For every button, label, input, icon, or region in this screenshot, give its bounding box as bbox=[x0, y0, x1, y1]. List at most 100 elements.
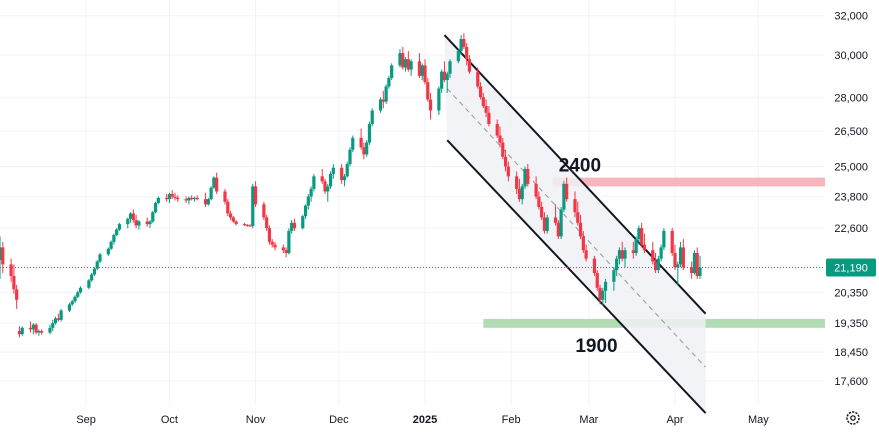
candle bbox=[292, 218, 297, 231]
candle bbox=[440, 69, 444, 93]
candle bbox=[312, 173, 316, 192]
candle bbox=[206, 197, 210, 206]
candle bbox=[398, 49, 402, 68]
candle bbox=[28, 321, 33, 333]
candle bbox=[481, 92, 485, 109]
y-tick-label: 28,000 bbox=[834, 92, 868, 104]
candle bbox=[556, 220, 560, 240]
candle bbox=[309, 186, 313, 202]
candle bbox=[215, 172, 219, 195]
candle bbox=[301, 214, 305, 230]
candle bbox=[242, 222, 247, 227]
candle bbox=[37, 329, 41, 336]
candle bbox=[484, 99, 488, 118]
candle bbox=[53, 316, 58, 325]
x-tick-label: Apr bbox=[666, 414, 683, 426]
candle bbox=[651, 241, 655, 265]
candle bbox=[73, 295, 77, 303]
candle bbox=[92, 267, 97, 276]
candle bbox=[331, 164, 335, 179]
candle bbox=[126, 217, 130, 229]
candle bbox=[1, 241, 5, 274]
candle bbox=[362, 142, 366, 160]
x-axis: Sep Oct Nov Dec 2025 Feb Mar Apr May bbox=[76, 414, 769, 426]
candle bbox=[173, 192, 177, 201]
candle bbox=[262, 201, 266, 221]
candle bbox=[148, 220, 152, 229]
candle bbox=[545, 214, 549, 234]
x-tick-label: Feb bbox=[502, 414, 521, 426]
candle bbox=[351, 135, 355, 153]
candle bbox=[167, 192, 172, 204]
candle bbox=[576, 201, 580, 226]
x-tick-label: Nov bbox=[246, 414, 266, 426]
candle bbox=[465, 43, 469, 66]
candle bbox=[623, 247, 627, 268]
candle bbox=[476, 67, 480, 89]
candle bbox=[328, 171, 333, 189]
settings-button[interactable] bbox=[846, 411, 860, 425]
candle bbox=[131, 209, 135, 223]
candle bbox=[20, 326, 24, 336]
candle bbox=[659, 244, 663, 262]
candle bbox=[445, 71, 449, 93]
candle bbox=[153, 201, 158, 214]
candle bbox=[281, 244, 285, 254]
candle bbox=[409, 59, 413, 76]
y-axis: 32,000 30,000 28,000 26,500 25,000 23,800 22,6… bbox=[834, 11, 868, 388]
channel-mid-line bbox=[446, 88, 706, 368]
candle bbox=[59, 308, 63, 322]
last-price-label: 21,190 bbox=[834, 263, 868, 275]
candle bbox=[634, 236, 638, 256]
last-price-tag: 21,190 bbox=[826, 258, 876, 277]
candle bbox=[245, 223, 249, 227]
candle bbox=[520, 183, 524, 205]
candle bbox=[306, 194, 310, 210]
candle bbox=[503, 149, 508, 172]
candle bbox=[17, 326, 22, 338]
candle bbox=[106, 247, 110, 256]
candle bbox=[290, 220, 294, 234]
candle bbox=[209, 186, 213, 201]
candle bbox=[378, 97, 383, 113]
annotations: 2400 1900 bbox=[559, 156, 618, 357]
candle bbox=[223, 188, 227, 205]
candle bbox=[326, 183, 330, 202]
resistance-zone bbox=[552, 177, 825, 187]
resistance-label: 2400 bbox=[559, 156, 601, 177]
candle bbox=[56, 313, 60, 322]
candle bbox=[165, 194, 169, 202]
candle bbox=[31, 323, 35, 335]
candle bbox=[692, 250, 697, 275]
candle bbox=[542, 212, 547, 234]
candle bbox=[642, 233, 647, 254]
candle bbox=[478, 82, 483, 100]
candle bbox=[559, 206, 563, 240]
candle bbox=[342, 173, 347, 187]
candle bbox=[12, 264, 16, 294]
candle bbox=[137, 220, 141, 230]
candle bbox=[598, 284, 602, 305]
candle bbox=[187, 196, 191, 205]
y-tick-label: 19,350 bbox=[834, 318, 868, 330]
candle bbox=[203, 192, 208, 207]
candle bbox=[467, 55, 472, 74]
candle bbox=[537, 191, 541, 210]
candle bbox=[517, 178, 522, 202]
candle bbox=[115, 228, 119, 237]
candle bbox=[540, 201, 544, 221]
channel-fill bbox=[444, 35, 706, 414]
candle bbox=[273, 241, 277, 251]
candle bbox=[228, 210, 233, 221]
candle bbox=[437, 86, 441, 115]
candle bbox=[253, 181, 258, 207]
candle bbox=[417, 53, 422, 78]
candle bbox=[51, 319, 55, 331]
candle bbox=[90, 273, 94, 282]
y-tick-label: 32,000 bbox=[834, 11, 868, 23]
candle bbox=[620, 241, 624, 262]
candle bbox=[678, 241, 683, 268]
candle bbox=[526, 164, 530, 187]
candle bbox=[170, 190, 174, 200]
